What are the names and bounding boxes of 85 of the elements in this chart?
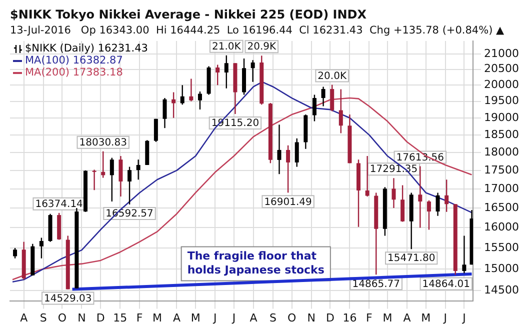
x-tick-label: A — [403, 311, 412, 324]
legend-label: $NIKK (Daily) 16231.43 — [25, 42, 148, 55]
candlestick — [101, 150, 106, 178]
candlestick — [189, 78, 194, 102]
x-tick-label: S — [40, 311, 47, 324]
y-tick-label: 19000 — [484, 110, 520, 124]
x-tick-label: J — [231, 311, 236, 324]
annotation: 15471.80 — [388, 253, 436, 264]
x-tick-label: M — [382, 311, 392, 324]
candlestick — [162, 97, 167, 129]
candlestick — [128, 166, 132, 206]
candlestick — [436, 192, 440, 216]
x-tick-label: D — [96, 311, 105, 324]
x-tick-label: 16 — [342, 311, 357, 324]
candlestick — [172, 92, 176, 118]
x-tick-label: D — [326, 311, 334, 324]
candlestick — [277, 124, 282, 175]
candlestick — [321, 86, 326, 107]
annotation: 14529.03 — [44, 293, 92, 304]
x-tick-label: J — [462, 311, 466, 324]
y-tick-label: 20500 — [484, 62, 520, 76]
candlestick — [392, 178, 396, 209]
y-tick-label: 16000 — [484, 220, 520, 234]
y-tick-label: 14500 — [484, 283, 520, 296]
candlestick — [216, 64, 220, 86]
x-tick-label: O — [287, 311, 296, 324]
annotation: 20.0K — [318, 70, 347, 82]
x-tick-label: F — [136, 311, 143, 324]
x-tick-label: J — [212, 311, 217, 324]
candlestick — [365, 155, 370, 198]
y-tick-label: 15500 — [484, 240, 520, 254]
candlestick — [330, 84, 334, 112]
x-tick-label: M — [190, 311, 200, 324]
candlestick — [180, 84, 184, 106]
x-tick-label: M — [421, 311, 431, 324]
candlestick — [338, 88, 343, 134]
candlestick — [418, 166, 422, 228]
annotation: 16374.14 — [35, 199, 83, 210]
candlestick — [110, 157, 114, 202]
annotation: 18030.83 — [79, 137, 127, 148]
x-tick-label: S — [269, 311, 276, 324]
candlestick — [198, 90, 202, 110]
y-tick-label: 19500 — [484, 94, 520, 108]
candlestick — [444, 179, 449, 213]
legend-label: MA(200) 17383.18 — [25, 66, 123, 79]
candlestick — [250, 59, 255, 83]
y-tick-label: 18500 — [484, 128, 520, 141]
chart-title: $NIKK Tokyo Nikkei Average - Nikkei 225 (EOD) INDX — [10, 7, 368, 22]
candlestick — [118, 155, 123, 198]
candlestick — [294, 138, 299, 168]
x-tick-label: J — [442, 311, 447, 324]
y-tick-label: 17500 — [484, 163, 520, 176]
annotation: 20.9K — [247, 42, 276, 53]
y-tick-label: 17000 — [484, 182, 520, 195]
candlestick — [426, 200, 431, 230]
x-tick-label: 15 — [113, 311, 128, 324]
x-tick-label: N — [307, 311, 316, 324]
candlestick — [39, 237, 44, 259]
candlestick — [312, 94, 316, 122]
legend-label: MA(100) 16382.87 — [25, 54, 123, 67]
chart-subtitle: 13-Jul-2016 Op 16343.00 Hi 16444.25 Lo 16196.44 Cl 16231.43 Chg +135.78 (+0.84%) ▲ — [10, 24, 506, 36]
x-tick-label: A — [172, 311, 181, 324]
candlestick — [400, 184, 405, 222]
y-tick-label: 18000 — [484, 145, 520, 158]
candlestick — [286, 144, 290, 194]
annotation: 16901.49 — [264, 196, 312, 208]
y-tick-label: 20000 — [484, 78, 520, 91]
candlestick — [13, 247, 18, 259]
candlestick — [136, 158, 140, 180]
x-tick-label: F — [366, 311, 372, 324]
x-tick-label: A — [20, 311, 28, 324]
annotation: 14865.77 — [352, 278, 400, 290]
candlestick — [224, 54, 228, 89]
y-tick-label: 16500 — [484, 200, 520, 214]
x-tick-label: A — [250, 311, 258, 324]
annotation: 21.0K — [212, 41, 242, 52]
x-tick-label: M — [152, 311, 162, 324]
y-tick-label: 21000 — [484, 46, 520, 60]
candlestick — [154, 118, 158, 142]
x-tick-label: O — [58, 311, 67, 324]
candlestick — [462, 235, 466, 274]
annotation: 14864.01 — [422, 278, 470, 290]
annotation: The fragile floor that holds Japanese stocks — [187, 250, 325, 277]
y-tick-label: 15000 — [484, 262, 520, 275]
x-tick-label: N — [78, 311, 86, 324]
